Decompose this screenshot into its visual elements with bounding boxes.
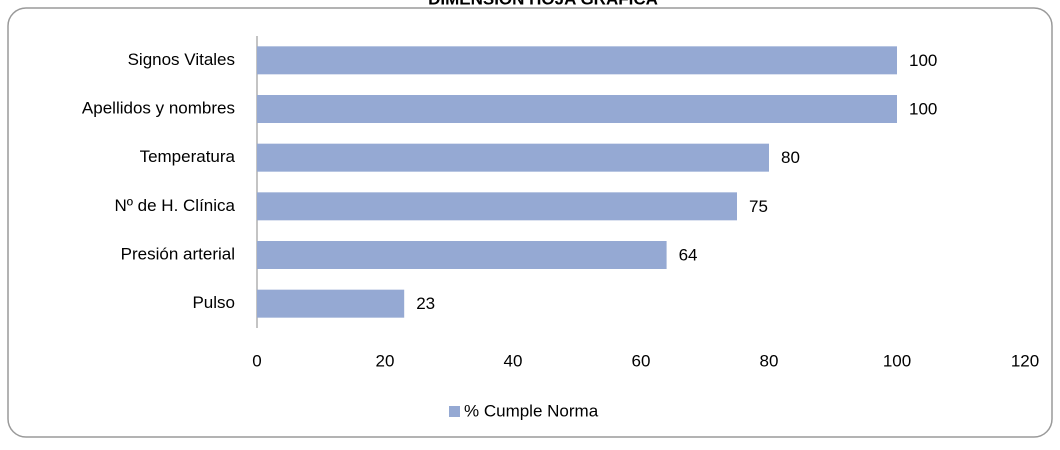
data-label: 100	[909, 51, 937, 70]
y-tick-label: Pulso	[192, 293, 235, 312]
x-tick-label: 120	[1011, 351, 1039, 370]
x-tick-label: 0	[252, 351, 261, 370]
bar	[257, 46, 897, 75]
x-tick-label: 80	[760, 351, 779, 370]
x-tick-label: 40	[504, 351, 523, 370]
bar	[257, 95, 897, 123]
y-tick-label: Apellidos y nombres	[82, 98, 235, 117]
y-tick-label: Presión arterial	[121, 244, 235, 263]
data-label: 80	[781, 148, 800, 167]
x-tick-label: 100	[883, 351, 911, 370]
y-tick-label: Nº de H. Clínica	[114, 196, 235, 215]
bar	[257, 241, 667, 269]
y-tick-label: Temperatura	[140, 147, 236, 166]
chart-title: DIMENSIÓN HOJA GRÁFICA	[428, 0, 658, 8]
x-tick-label: 60	[632, 351, 651, 370]
legend-swatch	[449, 406, 460, 417]
data-label: 100	[909, 99, 937, 118]
x-tick-label: 20	[376, 351, 395, 370]
y-tick-label: Signos Vitales	[128, 50, 235, 69]
data-label: 64	[679, 245, 698, 264]
bar	[257, 143, 769, 172]
bar	[257, 192, 737, 221]
legend-label: % Cumple Norma	[464, 401, 599, 420]
data-label: 75	[749, 197, 768, 216]
data-label: 23	[416, 294, 435, 313]
bar	[257, 289, 405, 318]
